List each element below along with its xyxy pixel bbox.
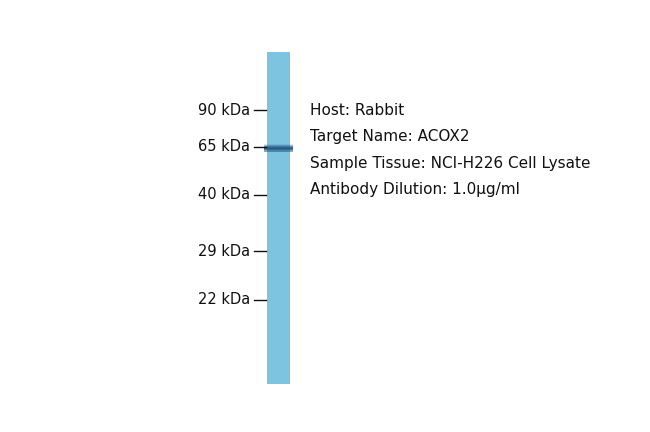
Text: 65 kDa: 65 kDa bbox=[198, 139, 250, 154]
Text: 90 kDa: 90 kDa bbox=[198, 102, 250, 118]
Bar bbox=[266, 52, 291, 384]
Text: 40 kDa: 40 kDa bbox=[198, 187, 250, 202]
Text: Target Name: ACOX2: Target Name: ACOX2 bbox=[311, 129, 470, 144]
Text: Antibody Dilution: 1.0μg/ml: Antibody Dilution: 1.0μg/ml bbox=[311, 182, 521, 197]
Text: Sample Tissue: NCI-H226 Cell Lysate: Sample Tissue: NCI-H226 Cell Lysate bbox=[311, 156, 591, 171]
Text: Host: Rabbit: Host: Rabbit bbox=[311, 102, 405, 118]
Text: 29 kDa: 29 kDa bbox=[198, 244, 250, 259]
Text: 22 kDa: 22 kDa bbox=[198, 292, 250, 307]
